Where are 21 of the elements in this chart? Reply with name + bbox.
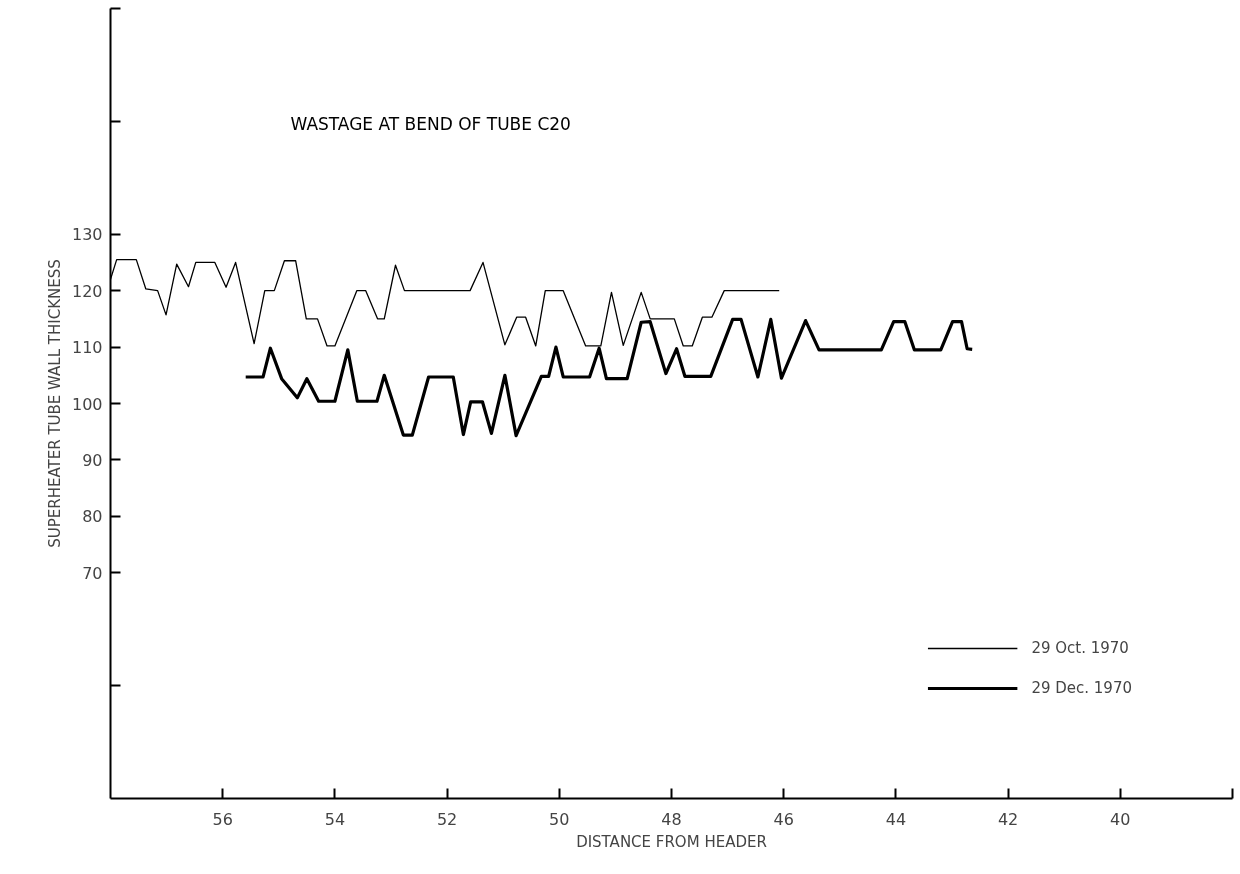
y-tick-label: 100 [71, 394, 103, 414]
y-tick-label: 120 [71, 281, 103, 301]
y-axis-title: SUPERHEATER TUBE WALL THICKNESS [45, 259, 64, 548]
y-tick-label: 70 [82, 563, 103, 583]
text: WASTAGE AT BEND OF TUBE C20 [290, 113, 571, 134]
x-tick-label: 42 [997, 809, 1019, 829]
y-tick-label: 80 [82, 507, 103, 527]
x-tick-label: 56 [212, 809, 233, 829]
y-tick-label: 90 [82, 450, 103, 470]
x-tick-label: 52 [436, 809, 458, 829]
x-tick-label: 44 [885, 809, 907, 829]
y-tick-label: 130 [71, 225, 103, 245]
text: 29 Oct. 1970 [1031, 639, 1129, 657]
x-tick-label: 40 [1110, 809, 1131, 829]
text: 29 Dec. 1970 [1031, 679, 1132, 697]
x-tick-label: 50 [549, 809, 570, 829]
x-tick-label: 54 [324, 809, 346, 829]
y-tick-label: 110 [71, 338, 103, 358]
x-tick-label: 48 [661, 809, 682, 829]
x-axis-title: DISTANCE FROM HEADER [576, 832, 767, 851]
x-tick-label: 46 [773, 809, 794, 829]
